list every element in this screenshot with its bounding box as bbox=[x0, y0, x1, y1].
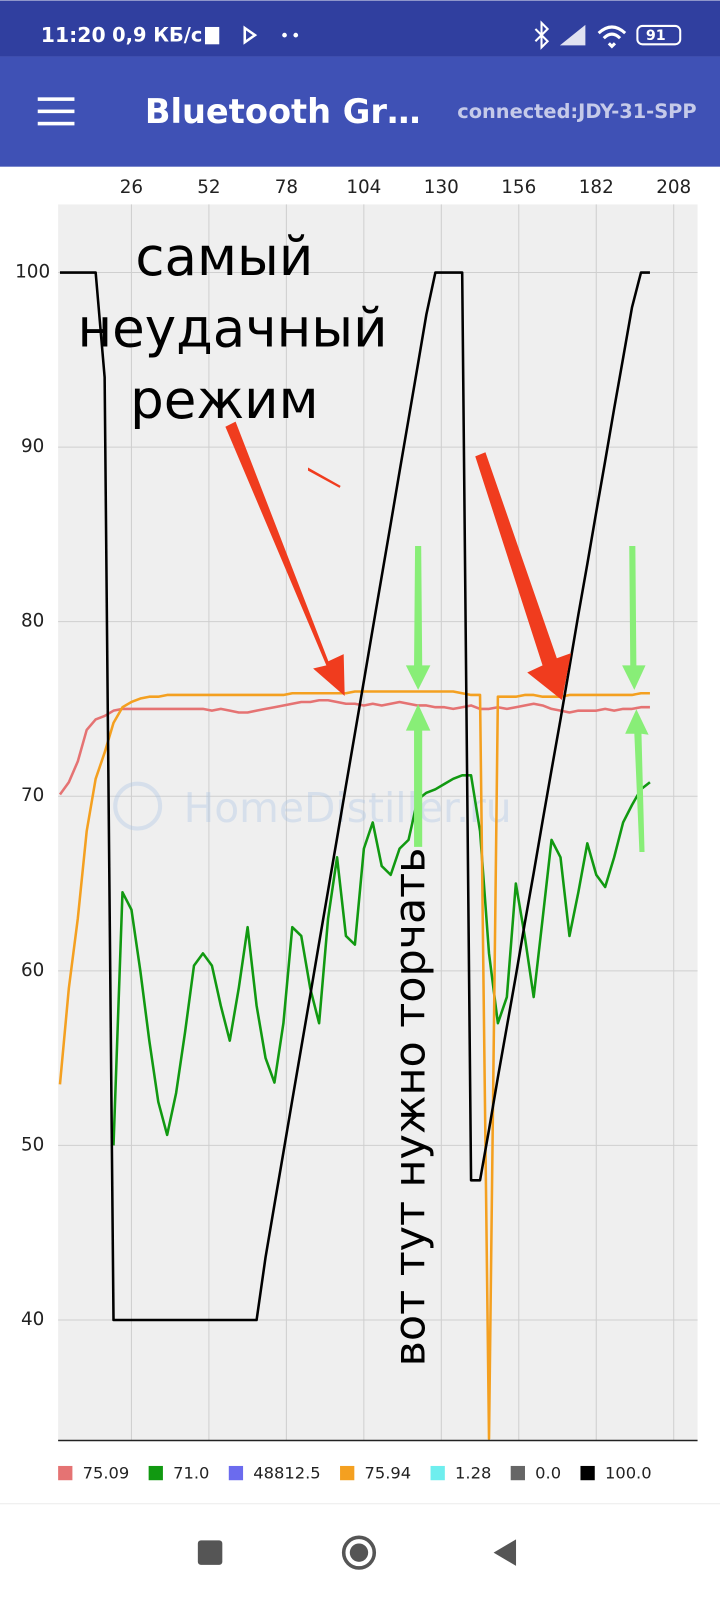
legend-swatch bbox=[510, 1465, 525, 1481]
legend-swatch bbox=[148, 1465, 163, 1481]
legend-label: 0.0 bbox=[535, 1464, 561, 1483]
legend-swatch bbox=[430, 1465, 445, 1481]
series-line bbox=[58, 698, 650, 796]
legend-swatch bbox=[580, 1465, 595, 1481]
legend-swatch bbox=[58, 1465, 73, 1481]
y-tick-label: 70 bbox=[21, 785, 44, 806]
note-line: самый bbox=[135, 226, 313, 288]
x-tick-label: 182 bbox=[579, 177, 614, 198]
x-tick-label: 130 bbox=[424, 177, 459, 198]
watermark: HomeDistiller.ru bbox=[113, 781, 512, 832]
battery-level: 91 bbox=[646, 28, 666, 44]
x-tick-label: 78 bbox=[275, 177, 298, 198]
menu-button[interactable] bbox=[37, 97, 75, 126]
bluetooth-icon bbox=[534, 20, 550, 50]
legend-label: 1.28 bbox=[455, 1464, 491, 1483]
series-line bbox=[112, 774, 651, 1146]
green-arrows bbox=[405, 546, 649, 853]
vertical-note: вот тут нужно торчать bbox=[386, 848, 436, 1367]
connection-status: connected:JDY-31-SPP bbox=[457, 100, 696, 123]
app-bar bbox=[0, 56, 720, 167]
y-tick-label: 60 bbox=[21, 960, 44, 981]
status-time: 11:20 bbox=[41, 23, 106, 47]
legend-label: 48812.5 bbox=[253, 1464, 320, 1483]
watermark-text: HomeDistiller.ru bbox=[184, 784, 512, 832]
y-tick-label: 80 bbox=[21, 611, 44, 632]
annotation: самый неудачный режим bbox=[77, 226, 387, 431]
lines bbox=[58, 271, 651, 1440]
y-tick-label: 90 bbox=[21, 436, 44, 457]
status-icon bbox=[282, 32, 287, 38]
y-tick-label: 50 bbox=[21, 1134, 44, 1155]
status-icon bbox=[204, 26, 220, 45]
legend: 75.09 71.0 48812.5 75.94 1.28 0.0 100.0 bbox=[58, 1464, 652, 1483]
x-tick-label: 26 bbox=[120, 177, 143, 198]
legend-swatch bbox=[340, 1465, 355, 1481]
red-arrows bbox=[225, 421, 572, 701]
recents-button[interactable] bbox=[197, 1540, 223, 1565]
note-line: режим bbox=[130, 369, 318, 431]
home-button[interactable] bbox=[341, 1535, 377, 1570]
axes: 40 50 60 70 80 90 100 26 52 78 104 130 156 182 208 bbox=[15, 177, 691, 1330]
battery-icon bbox=[636, 24, 682, 46]
legend-label: 71.0 bbox=[173, 1464, 209, 1483]
legend-swatch bbox=[228, 1465, 244, 1481]
x-tick-label: 156 bbox=[501, 177, 536, 198]
app-title: Bluetooth Gr… bbox=[145, 92, 421, 131]
wifi-icon bbox=[597, 25, 627, 49]
x-tick-label: 52 bbox=[197, 177, 220, 198]
status-speed: 0,9 КБ/с bbox=[112, 24, 202, 47]
legend-label: 75.09 bbox=[83, 1464, 130, 1483]
note-line: неудачный bbox=[77, 298, 387, 360]
y-tick-label: 40 bbox=[21, 1309, 44, 1330]
series-line bbox=[58, 690, 650, 1440]
back-button[interactable] bbox=[493, 1539, 517, 1566]
legend-label: 100.0 bbox=[605, 1464, 652, 1483]
plot-area bbox=[58, 204, 698, 1441]
status-icon bbox=[293, 32, 299, 38]
series-line bbox=[59, 271, 650, 1322]
grid bbox=[58, 204, 698, 1441]
x-tick-label: 104 bbox=[346, 177, 381, 198]
status-icon bbox=[243, 25, 258, 45]
y-tick-label: 100 bbox=[15, 262, 50, 283]
legend-label: 75.94 bbox=[365, 1464, 412, 1483]
x-tick-label: 208 bbox=[656, 177, 691, 198]
status-bar bbox=[0, 0, 720, 57]
